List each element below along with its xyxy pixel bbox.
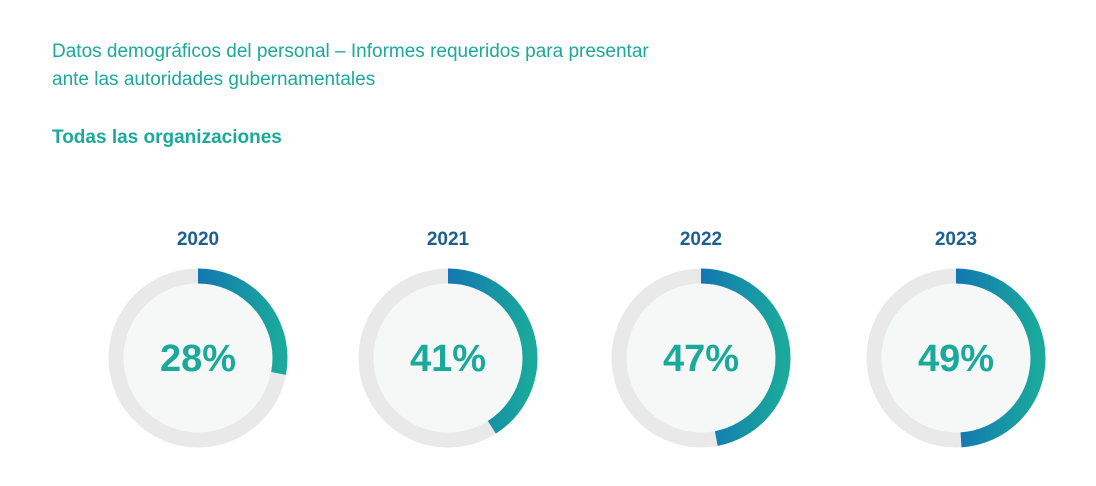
page-title-line-2: ante las autoridades gubernamentales — [52, 69, 376, 90]
donut-svg: 41% — [358, 268, 538, 448]
donut-svg: 49% — [866, 268, 1046, 448]
page-title-line-1: Datos demográficos del personal – Inform… — [52, 41, 649, 62]
donut-inner — [373, 283, 523, 433]
donut-percent-label: 41% — [410, 338, 486, 380]
donut-2021: 2021 41% — [358, 228, 538, 448]
page-subtitle: Todas las organizaciones — [52, 127, 282, 148]
donut-percent-label: 28% — [160, 338, 236, 380]
donut-percent-label: 49% — [918, 338, 994, 380]
donut-value-arc — [866, 268, 1046, 448]
donut-year-label: 2022 — [679, 229, 723, 250]
donut-inner — [123, 283, 273, 433]
donut-inner — [626, 283, 776, 433]
donut-inner — [881, 283, 1031, 433]
page-title: Datos demográficos del personal – Inform… — [52, 38, 812, 94]
donut-svg: 28% — [108, 268, 288, 448]
donut-value-arc — [108, 268, 288, 448]
donut-percent-label: 47% — [663, 338, 739, 380]
donut-2020: 2020 28% — [108, 228, 288, 448]
donut-year-label: 2023 — [934, 229, 978, 250]
donut-value-arc — [611, 268, 791, 448]
donut-value-arc — [358, 268, 538, 448]
donut-2022: 2022 47% — [611, 228, 791, 448]
donut-year-label: 2020 — [176, 229, 220, 250]
donut-year-label: 2021 — [426, 229, 470, 250]
donut-svg: 47% — [611, 268, 791, 448]
donut-2023: 2023 49% — [866, 228, 1046, 448]
